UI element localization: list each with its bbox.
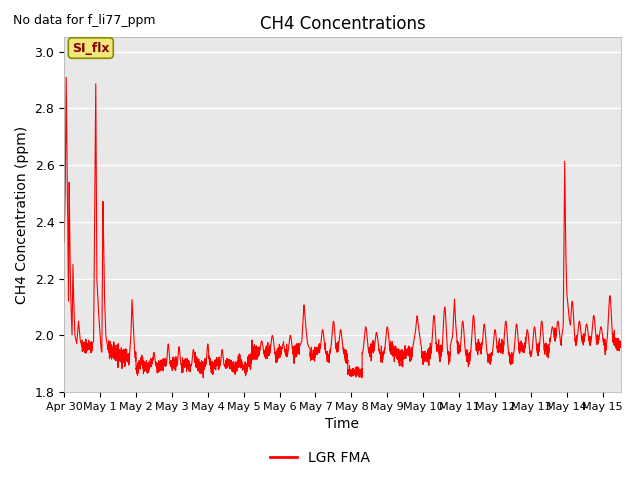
Text: No data for f_li77_ppm: No data for f_li77_ppm <box>13 14 156 27</box>
Title: CH4 Concentrations: CH4 Concentrations <box>260 15 426 33</box>
Text: SI_flx: SI_flx <box>72 42 109 55</box>
X-axis label: Time: Time <box>325 418 360 432</box>
Y-axis label: CH4 Concentration (ppm): CH4 Concentration (ppm) <box>15 126 29 304</box>
Legend: LGR FMA: LGR FMA <box>264 445 376 471</box>
